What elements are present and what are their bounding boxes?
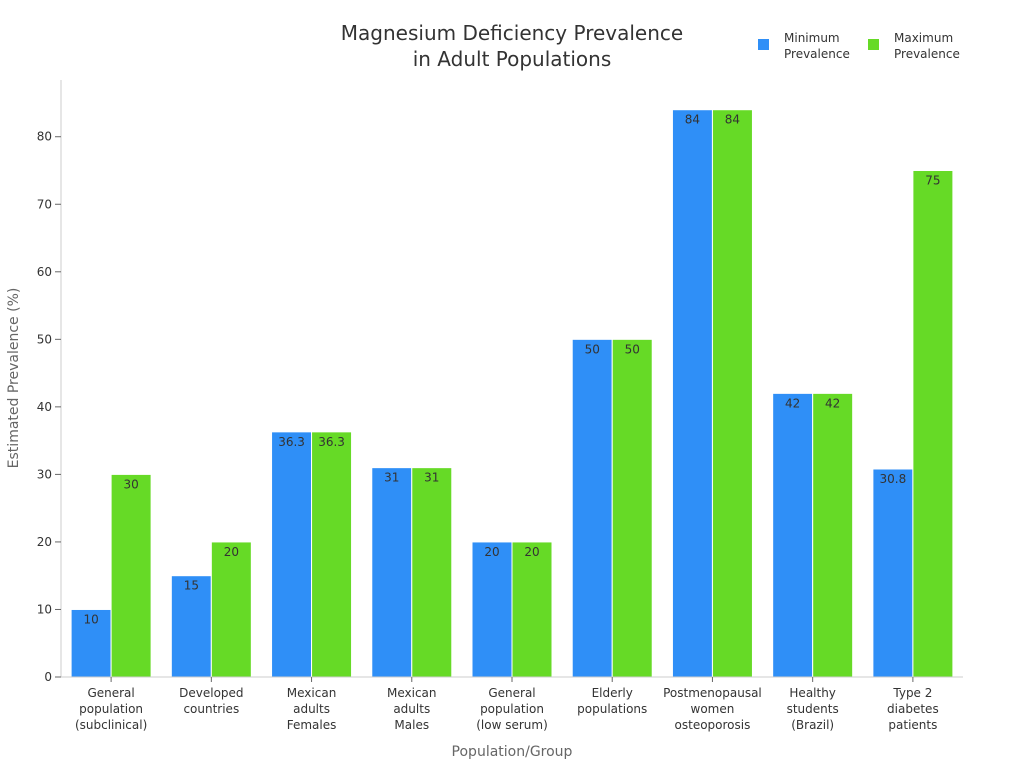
bar [170,575,212,678]
data-label: 36.3 [318,435,345,449]
bar [271,431,313,678]
x-tick-label: Type 2 diabetes patients [887,686,939,732]
bar [872,468,914,678]
y-tick-label: 70 [37,197,52,211]
data-label: 36.3 [278,435,305,449]
y-tick-label: 60 [37,265,52,279]
bar [812,392,854,678]
data-label: 30 [123,477,138,491]
data-label: 20 [484,545,499,559]
data-label: 42 [785,396,800,410]
data-label: 15 [184,579,199,593]
x-tick-label: Developed countries [179,686,243,716]
bar [772,392,814,678]
y-tick-label: 10 [37,602,52,616]
legend-swatch [758,39,769,50]
data-label: 42 [825,396,840,410]
legend-label: Minimum Prevalence [784,31,850,61]
y-axis-label: Estimated Prevalence (%) [6,288,22,469]
x-tick-label: Elderly populations [577,686,647,716]
bar [571,338,613,678]
data-label: 31 [424,471,439,485]
data-label: 10 [83,612,98,626]
data-label: 84 [725,113,740,127]
bar [411,467,453,678]
y-tick-label: 50 [37,332,52,346]
chart-title: Magnesium Deficiency Prevalence in Adult … [341,21,683,71]
bar [912,169,954,678]
y-tick-label: 40 [37,400,52,414]
x-tick-label: Mexican adults Females [287,686,337,732]
x-tick-label: General population (subclinical) [75,686,147,732]
data-label: 75 [925,173,940,187]
legend-label: Maximum Prevalence [894,31,960,61]
legend-swatch [868,39,879,50]
bar [110,473,152,678]
bar [70,608,112,678]
bar [210,541,252,678]
data-label: 20 [524,545,539,559]
data-label: 30.8 [880,472,907,486]
y-tick-label: 0 [44,670,52,684]
bar [711,109,753,678]
bar [371,467,413,678]
data-label: 84 [685,113,700,127]
bar [671,109,713,678]
x-tick-label: Postmenopausal women osteoporosis [663,686,762,732]
data-label: 31 [384,471,399,485]
y-tick-label: 80 [37,130,52,144]
data-label: 20 [224,545,239,559]
x-tick-label: Healthy students (Brazil) [787,686,839,732]
bar [611,338,653,678]
y-tick-label: 20 [37,535,52,549]
x-tick-label: Mexican adults Males [387,686,437,732]
data-label: 50 [585,342,600,356]
bar [471,541,513,678]
y-tick-label: 30 [37,467,52,481]
data-label: 50 [625,342,640,356]
bar [311,431,353,678]
x-tick-label: General population (low serum) [476,686,548,732]
legend: Minimum Prevalence Maximum Prevalence [758,31,960,61]
bar [511,541,553,678]
x-axis-label: Population/Group [452,744,573,760]
